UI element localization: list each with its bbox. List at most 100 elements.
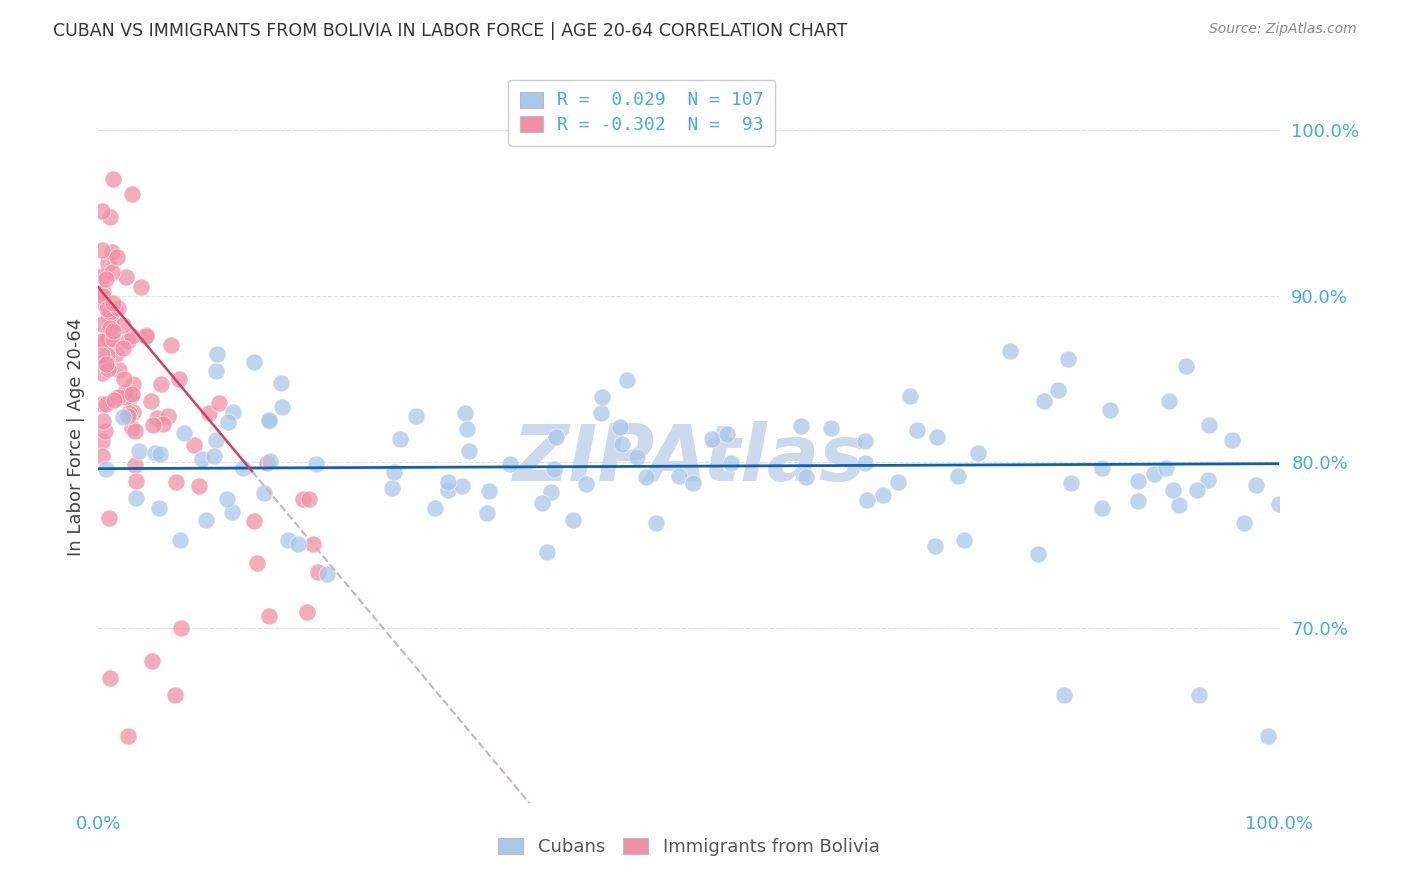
Point (91, 348, 114, 362)
Point (135, 329, 157, 343)
Point (103, 296, 125, 310)
Point (117, 409, 139, 423)
Point (202, 449, 225, 463)
Point (96, 256, 118, 270)
Point (148, 500, 170, 515)
Point (121, 187, 143, 202)
Point (117, 334, 139, 348)
Point (120, 389, 142, 403)
Point (165, 475, 187, 489)
Point (682, 475, 704, 490)
Point (101, 244, 124, 259)
Point (98, 317, 121, 331)
Point (221, 404, 243, 418)
Point (101, 172, 124, 186)
Point (170, 621, 193, 635)
Point (536, 545, 558, 559)
Legend: Cubans, Immigrants from Bolivia: Cubans, Immigrants from Bolivia (498, 838, 880, 856)
Point (1257, 729, 1279, 743)
Point (91, 449, 114, 463)
Point (121, 387, 143, 401)
Text: Source: ZipAtlas.com: Source: ZipAtlas.com (1209, 22, 1357, 37)
Point (856, 492, 879, 507)
Point (128, 443, 150, 458)
Point (124, 475, 146, 489)
Point (91, 434, 114, 448)
Point (1154, 460, 1177, 475)
Point (277, 533, 299, 548)
Point (270, 376, 292, 391)
Point (91, 366, 114, 380)
Point (436, 475, 458, 489)
Point (271, 401, 294, 415)
Point (111, 409, 134, 424)
Point (91, 268, 114, 283)
Point (716, 427, 738, 442)
Point (246, 557, 269, 571)
Point (257, 412, 280, 426)
Point (451, 479, 474, 493)
Point (953, 533, 976, 547)
Point (1047, 383, 1070, 397)
Point (453, 406, 475, 420)
Point (575, 477, 598, 491)
Point (118, 406, 141, 420)
Point (91, 289, 114, 303)
Point (794, 470, 817, 484)
Point (259, 453, 281, 467)
Point (1185, 483, 1208, 497)
Point (135, 327, 157, 342)
Point (591, 390, 613, 404)
Point (720, 456, 742, 470)
Point (887, 475, 910, 489)
Point (437, 483, 460, 497)
Point (105, 251, 128, 265)
Point (160, 338, 183, 352)
Point (121, 420, 143, 434)
Point (589, 406, 612, 420)
Point (98, 305, 121, 319)
Point (205, 364, 228, 378)
Point (101, 265, 124, 279)
Point (1060, 475, 1083, 490)
Point (98, 210, 121, 224)
Point (1032, 394, 1054, 409)
Point (93, 424, 115, 438)
Point (316, 567, 339, 582)
Point (98, 511, 121, 525)
Point (94, 461, 117, 475)
Point (101, 332, 124, 346)
Point (616, 374, 638, 388)
Point (457, 444, 479, 458)
Point (1168, 499, 1191, 513)
Point (97, 332, 120, 346)
Point (190, 452, 212, 467)
Text: CUBAN VS IMMIGRANTS FROM BOLIVIA IN LABOR FORCE | AGE 20-64 CORRELATION CHART: CUBAN VS IMMIGRANTS FROM BOLIVIA IN LABO… (53, 22, 848, 40)
Point (252, 486, 274, 500)
Point (242, 514, 264, 528)
Point (114, 270, 136, 285)
Point (108, 362, 131, 376)
Point (307, 566, 329, 580)
Point (96, 397, 118, 411)
Point (405, 409, 427, 423)
Point (381, 482, 404, 496)
Point (232, 460, 254, 475)
Point (1188, 688, 1211, 702)
Point (169, 533, 191, 547)
Point (173, 425, 195, 440)
Point (1233, 516, 1256, 530)
Point (540, 485, 562, 500)
Point (853, 456, 876, 470)
Point (1091, 501, 1114, 516)
Point (121, 329, 143, 343)
Point (626, 450, 648, 464)
Point (475, 506, 498, 520)
Point (165, 688, 187, 702)
Point (530, 496, 553, 510)
Point (141, 655, 163, 669)
Point (149, 447, 172, 461)
Text: ZIPAtlas: ZIPAtlas (512, 421, 866, 497)
Point (198, 406, 221, 420)
Point (853, 434, 876, 448)
